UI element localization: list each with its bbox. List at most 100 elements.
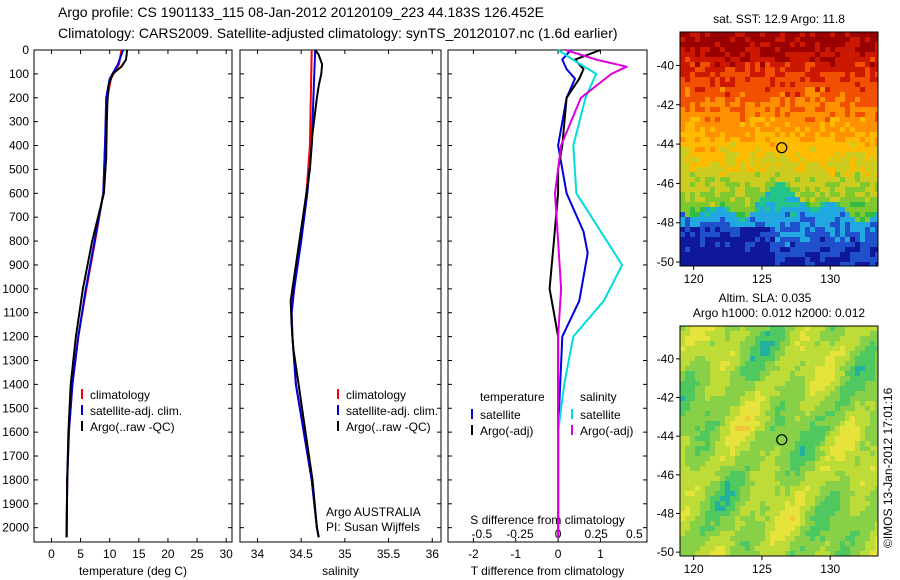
heatmap-cell — [765, 172, 771, 178]
heatmap-cell — [715, 172, 721, 178]
heatmap-cell — [790, 57, 796, 63]
heatmap-cell — [710, 102, 716, 108]
heatmap-cell — [680, 436, 686, 442]
heatmap-cell — [785, 446, 791, 452]
heatmap-cell — [810, 92, 816, 98]
heatmap-cell — [680, 416, 686, 422]
heatmap-cell — [745, 87, 751, 93]
heatmap-cell — [730, 466, 736, 472]
heatmap-cell — [705, 506, 711, 512]
heatmap-cell — [825, 491, 831, 497]
heatmap-cell — [795, 92, 801, 98]
heatmap-cell — [840, 147, 846, 153]
heatmap-cell — [750, 521, 756, 527]
heatmap-cell — [725, 72, 731, 78]
heatmap-cell — [830, 476, 836, 482]
heatmap-cell — [760, 371, 766, 377]
heatmap-cell — [680, 67, 686, 73]
heatmap-cell — [875, 92, 878, 98]
heatmap-cell — [695, 92, 701, 98]
heatmap-cell — [715, 551, 721, 556]
heatmap-cell — [780, 192, 786, 198]
heatmap-cell — [775, 356, 781, 362]
heatmap-cell — [875, 406, 878, 412]
heatmap-cell — [725, 551, 731, 556]
heatmap-cell — [875, 451, 878, 457]
heatmap-cell — [825, 57, 831, 63]
heatmap-cell — [790, 117, 796, 123]
heatmap-cell — [715, 406, 721, 412]
heatmap-cell — [845, 426, 851, 432]
heatmap-cell — [745, 446, 751, 452]
heatmap-cell — [830, 92, 836, 98]
heatmap-cell — [730, 531, 736, 537]
heatmap-cell — [835, 541, 841, 547]
heatmap-cell — [760, 47, 766, 53]
heatmap-cell — [730, 72, 736, 78]
heatmap-cell — [685, 222, 691, 228]
heatmap-cell — [815, 416, 821, 422]
heatmap-cell — [730, 172, 736, 178]
heatmap-cell — [870, 391, 876, 397]
x-tick-label: 125 — [752, 272, 772, 286]
heatmap-cell — [710, 441, 716, 447]
heatmap-cell — [720, 82, 726, 88]
heatmap-cell — [750, 451, 756, 457]
heatmap-cell — [755, 441, 761, 447]
heatmap-cell — [830, 341, 836, 347]
heatmap-cell — [805, 177, 811, 183]
heatmap-cell — [700, 511, 706, 517]
heatmap-cell — [840, 491, 846, 497]
heatmap-cell — [755, 52, 761, 58]
heatmap-cell — [685, 341, 691, 347]
heatmap-cell — [860, 386, 866, 392]
heatmap-cell — [680, 476, 686, 482]
heatmap-cell — [765, 491, 771, 497]
heatmap-cell — [840, 157, 846, 163]
heatmap-cell — [755, 252, 761, 258]
heatmap-cell — [775, 516, 781, 522]
heatmap-cell — [855, 197, 861, 203]
heatmap-cell — [785, 127, 791, 133]
heatmap-cell — [730, 461, 736, 467]
heatmap-cell — [850, 192, 856, 198]
heatmap-cell — [855, 62, 861, 68]
heatmap-cell — [740, 391, 746, 397]
heatmap-cell — [845, 551, 851, 556]
heatmap-cell — [700, 456, 706, 462]
heatmap-cell — [785, 192, 791, 198]
heatmap-cell — [875, 446, 878, 452]
heatmap-cell — [690, 541, 696, 547]
heatmap-cell — [800, 376, 806, 382]
heatmap-cell — [850, 157, 856, 163]
heatmap-cell — [755, 77, 761, 83]
heatmap-cell — [820, 436, 826, 442]
heatmap-cell — [745, 157, 751, 163]
heatmap-cell — [850, 401, 856, 407]
heatmap-cell — [760, 331, 766, 337]
heatmap-cell — [745, 62, 751, 68]
heatmap-cell — [745, 252, 751, 258]
heatmap-cell — [710, 162, 716, 168]
heatmap-cell — [770, 197, 776, 203]
heatmap-cell — [840, 476, 846, 482]
heatmap-cell — [725, 42, 731, 48]
heatmap-cell — [870, 247, 876, 253]
heatmap-cell — [760, 531, 766, 537]
heatmap-cell — [870, 531, 876, 537]
heatmap-cell — [785, 212, 791, 218]
x-tick-label: 20 — [161, 547, 175, 561]
heatmap-cell — [800, 466, 806, 472]
heatmap-cell — [700, 331, 706, 337]
heatmap-cell — [680, 162, 686, 168]
heatmap-cell — [790, 416, 796, 422]
heatmap-cell — [830, 406, 836, 412]
heatmap-cell — [805, 481, 811, 487]
heatmap-cell — [805, 197, 811, 203]
heatmap-cell — [785, 396, 791, 402]
heatmap-cell — [865, 127, 871, 133]
heatmap-cell — [805, 247, 811, 253]
heatmap-cell — [745, 137, 751, 143]
heatmap-cell — [720, 62, 726, 68]
heatmap-cell — [815, 531, 821, 537]
